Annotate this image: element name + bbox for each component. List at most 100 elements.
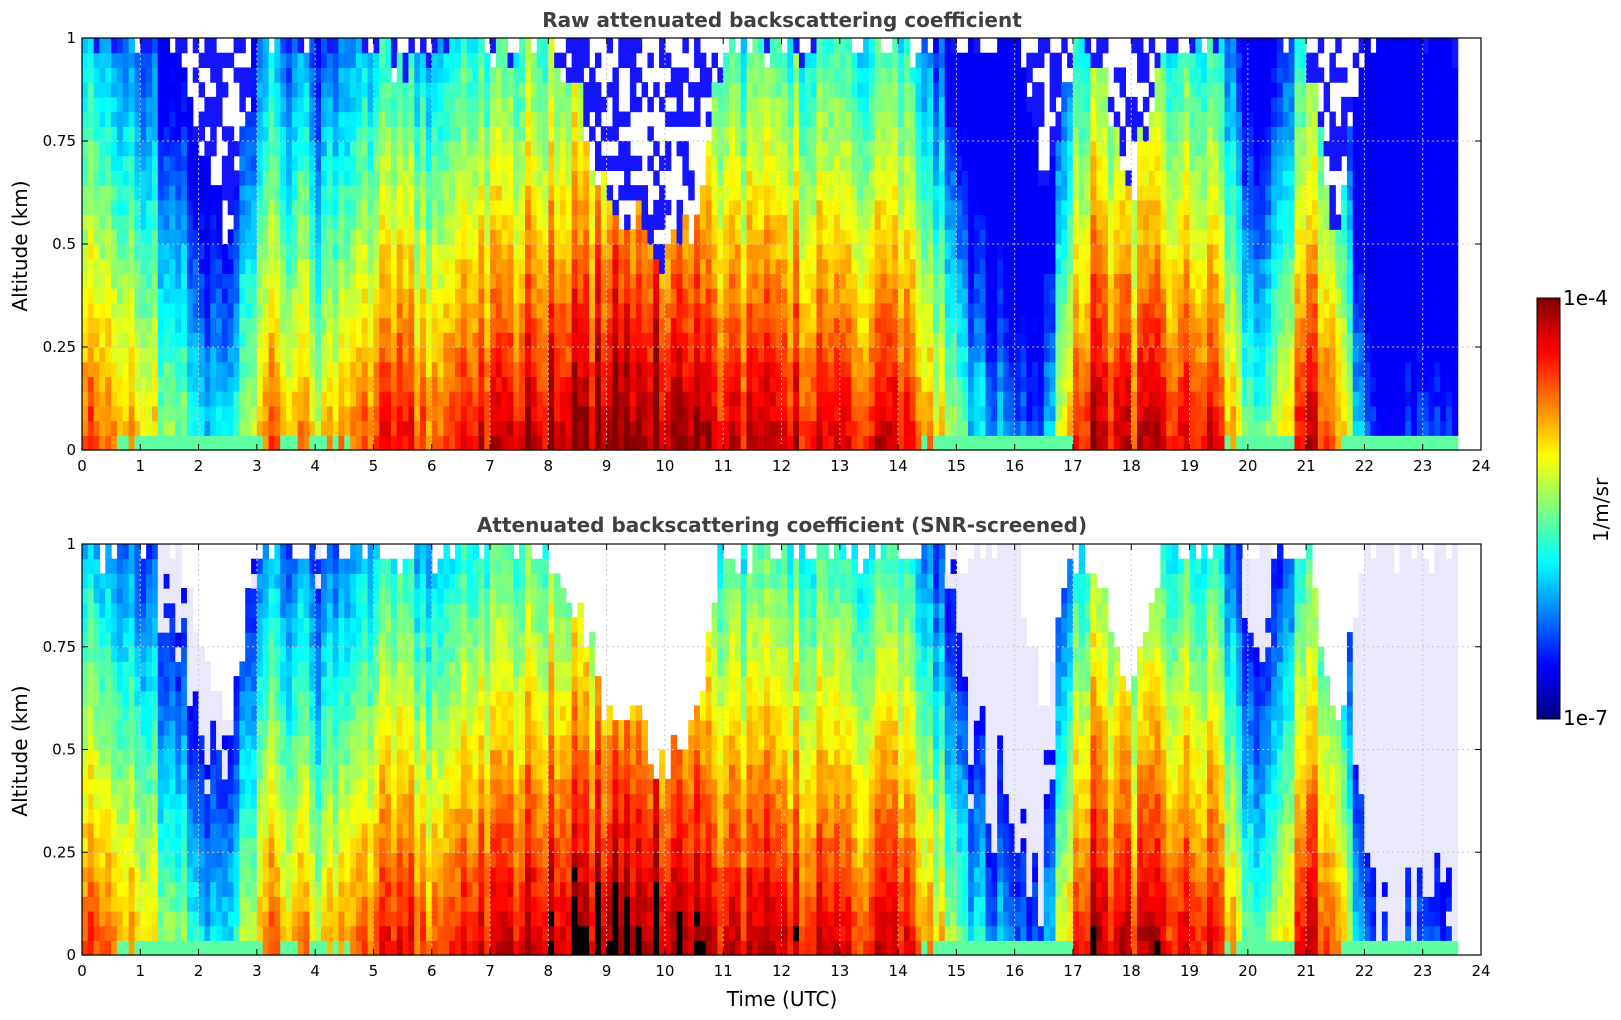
heatmap-cell [985,96,992,113]
heatmap-cell [653,199,660,216]
heatmap-cell [326,347,334,363]
heatmap-cell [396,229,404,245]
heatmap-cell [1154,347,1161,363]
heatmap-cell [1043,302,1051,319]
heatmap-cell [729,317,736,333]
heatmap-cell [513,199,520,216]
heatmap-cell [99,244,106,260]
heatmap-cell [449,376,456,392]
heatmap-cell [484,170,491,186]
heatmap-cell [968,332,975,348]
heatmap-cell [286,214,293,230]
heatmap-cell [1107,361,1115,378]
heatmap-cell [781,258,788,275]
heatmap-cell [944,244,952,260]
heatmap-cell [221,170,229,186]
heatmap-cell [198,405,206,422]
heatmap-cell [379,96,386,113]
heatmap-cell [851,302,858,319]
heatmap-cell [1072,229,1080,245]
heatmap-cell [769,288,777,304]
heatmap-cell [740,332,748,348]
heatmap-cell [443,361,450,378]
heatmap-cell [1020,332,1027,348]
heatmap-cell [1003,170,1010,186]
heatmap-cell [950,302,957,319]
heatmap-cell [734,126,742,142]
heatmap-cell [647,155,654,172]
heatmap-cell [437,52,445,69]
heatmap-cell [729,229,736,245]
heatmap-cell [612,405,619,422]
heatmap-cell [1113,435,1121,451]
heatmap-cell [944,258,952,275]
heatmap-cell [408,38,415,54]
heatmap-cell [1166,288,1173,304]
heatmap-cell [181,361,188,378]
heatmap-cell [326,155,334,172]
heatmap-cell [414,420,421,436]
heatmap-cell [367,185,375,201]
heatmap-cell [338,435,345,451]
heatmap-cell [1148,214,1156,230]
heatmap-cell [519,199,526,216]
heatmap-cell [1084,420,1092,436]
heatmap-cell [93,405,101,422]
heatmap-cell [554,126,561,142]
heatmap-cell [1102,67,1109,83]
heatmap-cell [227,170,235,186]
heatmap-cell [87,258,95,275]
heatmap-cell [1026,96,1033,113]
heatmap-cell [659,273,666,289]
heatmap-cell [839,317,847,333]
heatmap-cell [297,332,305,348]
heatmap-cell [664,347,672,363]
heatmap-cell [385,361,392,378]
heatmap-cell [280,376,287,392]
heatmap-cell [286,82,293,98]
heatmap-cell [501,376,509,392]
heatmap-cell [764,155,771,172]
heatmap-cell [705,435,713,451]
heatmap-cell [87,52,95,69]
heatmap-cell [857,302,864,319]
heatmap-cell [373,361,380,378]
heatmap-cell [1102,199,1109,216]
heatmap-cell [594,185,602,201]
heatmap-cell [344,111,351,127]
heatmap-cell [600,361,608,378]
heatmap-cell [367,258,375,275]
heatmap-cell [892,273,899,289]
heatmap-cell [764,288,771,304]
heatmap-cell [1160,302,1167,319]
heatmap-cell [787,361,794,378]
heatmap-cell [350,376,357,392]
heatmap-cell [1026,405,1033,422]
heatmap-cell [589,361,596,378]
heatmap-cell [903,229,911,245]
heatmap-cell [973,38,981,54]
heatmap-cell [950,288,957,304]
heatmap-cell [1183,391,1191,407]
heatmap-cell [845,361,853,378]
heatmap-cell [525,405,532,422]
heatmap-cell [594,405,602,422]
heatmap-cell [1177,258,1185,275]
heatmap-cell [874,126,882,142]
heatmap-cell [705,332,713,348]
heatmap-cell [845,405,853,422]
heatmap-cell [559,376,567,392]
heatmap-cell [775,52,783,69]
heatmap-cell [116,126,124,142]
heatmap-cell [927,347,934,363]
heatmap-cell [968,405,975,422]
heatmap-cell [933,155,940,172]
heatmap-cell [828,214,835,230]
heatmap-cell [1061,258,1068,275]
heatmap-cell [256,332,264,348]
heatmap-cell [729,214,736,230]
heatmap-cell [670,229,678,245]
heatmap-cell [676,391,683,407]
heatmap-cell [181,141,188,157]
heatmap-cell [414,126,421,142]
